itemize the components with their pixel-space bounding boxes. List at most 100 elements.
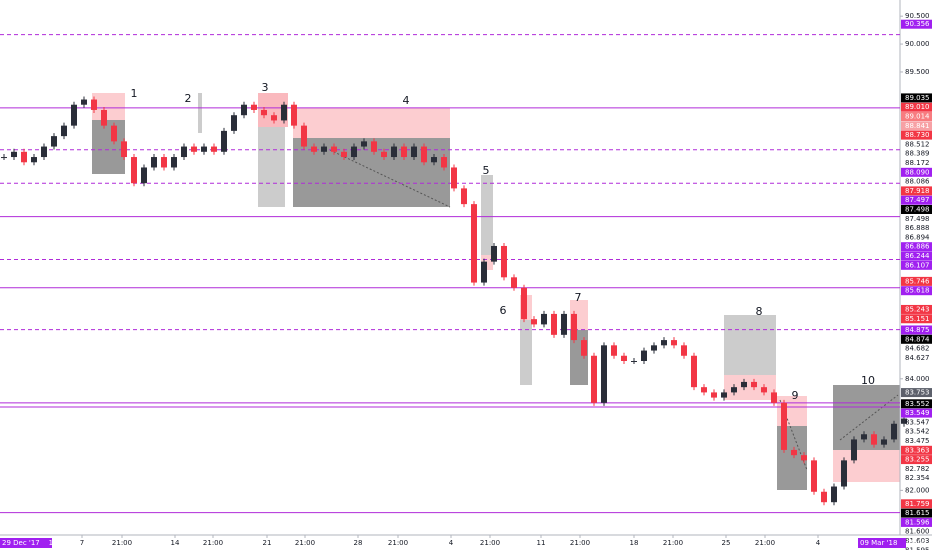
price-tag: 88.090: [905, 168, 930, 176]
candle-body: [611, 345, 617, 356]
candle-body: [591, 355, 597, 403]
price-tag-bg: [901, 242, 932, 252]
price-tag: 87.498: [905, 215, 930, 223]
candle-body: [601, 345, 607, 403]
x-tick-label: 4: [816, 539, 821, 547]
candle-body: [161, 157, 167, 168]
price-tag: 88.730: [905, 131, 930, 139]
candle-body: [491, 245, 497, 262]
box-label: 2: [185, 92, 192, 105]
price-tag: 87.918: [905, 187, 930, 195]
y-tick-label: 82.000: [905, 486, 930, 494]
price-tag-bg: [901, 455, 932, 465]
x-tick-label: 21:00: [112, 539, 132, 547]
candle-body: [201, 146, 207, 152]
x-tick-label: 21:00: [663, 539, 683, 547]
candle-body: [511, 277, 517, 288]
price-tag-bg: [901, 276, 932, 286]
candle-body: [861, 434, 867, 440]
price-tag: 83.549: [905, 409, 930, 417]
candle-body: [311, 146, 317, 152]
y-tick-label: 84.000: [905, 375, 930, 383]
candle-body: [711, 392, 717, 398]
x-tick-label: 7: [80, 539, 84, 547]
candle-body: [751, 381, 757, 388]
candle-body: [891, 423, 897, 440]
price-tag: 89.014: [905, 113, 930, 121]
candle-body: [71, 104, 77, 126]
price-tag-bg: [901, 121, 932, 131]
candle-body: [361, 141, 367, 147]
candle-body: [151, 157, 157, 168]
y-tick-label: 90.500: [905, 12, 930, 20]
stop-box: [92, 120, 125, 174]
candle-body: [441, 157, 447, 168]
candle-body: [211, 146, 217, 152]
price-tag: 85.151: [905, 315, 930, 323]
candle-body: [351, 146, 357, 158]
time-tag: 29 Dec '17 13:00: [2, 539, 69, 547]
candle-body: [421, 146, 427, 163]
box-label: 1: [131, 87, 138, 100]
candle-body: [231, 115, 237, 131]
x-tick-label: 21:00: [388, 539, 408, 547]
price-tag: 83.542: [905, 428, 930, 436]
price-tag: 81.759: [905, 500, 930, 508]
price-tag-bg: [901, 499, 932, 509]
candle-body: [811, 460, 817, 492]
price-tag-bg: [901, 93, 932, 103]
candle-body: [741, 381, 747, 388]
price-tag-bg: [901, 325, 932, 335]
stop-box: [724, 315, 776, 375]
stop-box: [833, 385, 900, 450]
candle-body: [791, 449, 797, 456]
candle-body: [581, 340, 587, 356]
price-tag: 83.547: [905, 418, 930, 426]
price-tag-bg: [901, 251, 932, 261]
price-tag: 82.354: [905, 474, 930, 482]
candle-body: [661, 340, 667, 346]
candle-body: [381, 151, 387, 158]
candle-body: [541, 313, 547, 325]
price-tag-bg: [901, 186, 932, 196]
box-label: 6: [500, 304, 507, 317]
box-label: 4: [403, 94, 410, 107]
price-tag: 83.255: [905, 456, 930, 464]
candle-body: [901, 418, 907, 424]
candle-body: [671, 340, 677, 346]
time-tag-bg: [858, 538, 906, 548]
price-tag: 85.618: [905, 287, 930, 295]
candle-body: [81, 99, 87, 105]
candle-body: [271, 115, 277, 121]
price-tag-bg: [901, 286, 932, 296]
price-tag: 85.243: [905, 305, 930, 313]
price-tag-bg: [901, 102, 932, 112]
price-tag: 88.841: [905, 122, 930, 130]
candle-body: [721, 392, 727, 398]
price-tag: 87.497: [905, 196, 930, 204]
candle-body: [821, 491, 827, 503]
candle-body: [401, 146, 407, 158]
candle-body: [41, 146, 47, 158]
candle-body: [111, 125, 117, 142]
price-tag: 88.389: [905, 150, 930, 158]
price-tag-bg: [901, 508, 932, 518]
time-tag: 09 Mar '18 09:00: [860, 539, 926, 547]
candle-body: [251, 104, 257, 110]
candle-body: [121, 141, 127, 158]
candle-body: [281, 104, 287, 121]
price-tag-bg: [901, 195, 932, 205]
x-tick-label: 28: [354, 539, 363, 547]
price-tag-bg: [901, 445, 932, 455]
price-tag-bg: [901, 112, 932, 122]
candle-body: [481, 261, 487, 283]
box-label: 5: [483, 164, 490, 177]
price-tag-bg: [901, 517, 932, 527]
price-tag-bg: [901, 399, 932, 409]
price-tag: 81.596: [905, 518, 930, 526]
candle-body: [331, 146, 337, 152]
price-tag: 83.363: [905, 446, 930, 454]
candle-body: [651, 345, 657, 351]
candle-body: [831, 486, 837, 503]
x-tick-label: 21:00: [203, 539, 223, 547]
